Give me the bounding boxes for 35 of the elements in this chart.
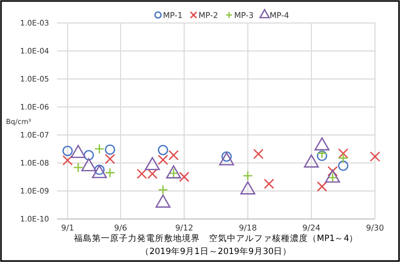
point xyxy=(104,154,116,164)
x-tick-label: 9/1 xyxy=(61,224,74,233)
point xyxy=(94,144,105,154)
point xyxy=(316,150,328,162)
point xyxy=(104,144,116,155)
point xyxy=(62,155,73,166)
point xyxy=(253,148,264,160)
point xyxy=(158,154,168,165)
text: （2019年9月1日～2019年9月30日） xyxy=(140,246,292,257)
point xyxy=(338,160,348,171)
legend-label: MP-1 xyxy=(163,11,183,20)
point xyxy=(84,150,94,160)
point xyxy=(179,172,190,182)
legend-label: MP-3 xyxy=(234,11,254,20)
point xyxy=(158,184,168,195)
x-tick-label: 9/12 xyxy=(175,224,194,233)
point xyxy=(316,181,328,192)
legend-label: MP-4 xyxy=(270,11,290,20)
point xyxy=(73,162,84,173)
x-tick-label: 9/18 xyxy=(238,224,257,233)
point xyxy=(370,151,380,162)
point xyxy=(168,150,179,160)
point xyxy=(104,168,116,178)
point xyxy=(264,178,274,189)
x-tick-label: 9/24 xyxy=(302,224,320,233)
point xyxy=(338,148,348,159)
legend-label: MP-2 xyxy=(198,11,218,20)
point xyxy=(62,146,73,156)
point xyxy=(242,170,253,181)
text: 福島第一原子力発電所敷地境界 空気中アルファ核種濃度（MP1～4） xyxy=(74,233,358,244)
x-tick-label: 9/30 xyxy=(366,224,384,233)
point xyxy=(316,148,328,159)
x-tick-label: 9/6 xyxy=(114,224,128,233)
point xyxy=(338,152,348,164)
point xyxy=(158,144,168,156)
